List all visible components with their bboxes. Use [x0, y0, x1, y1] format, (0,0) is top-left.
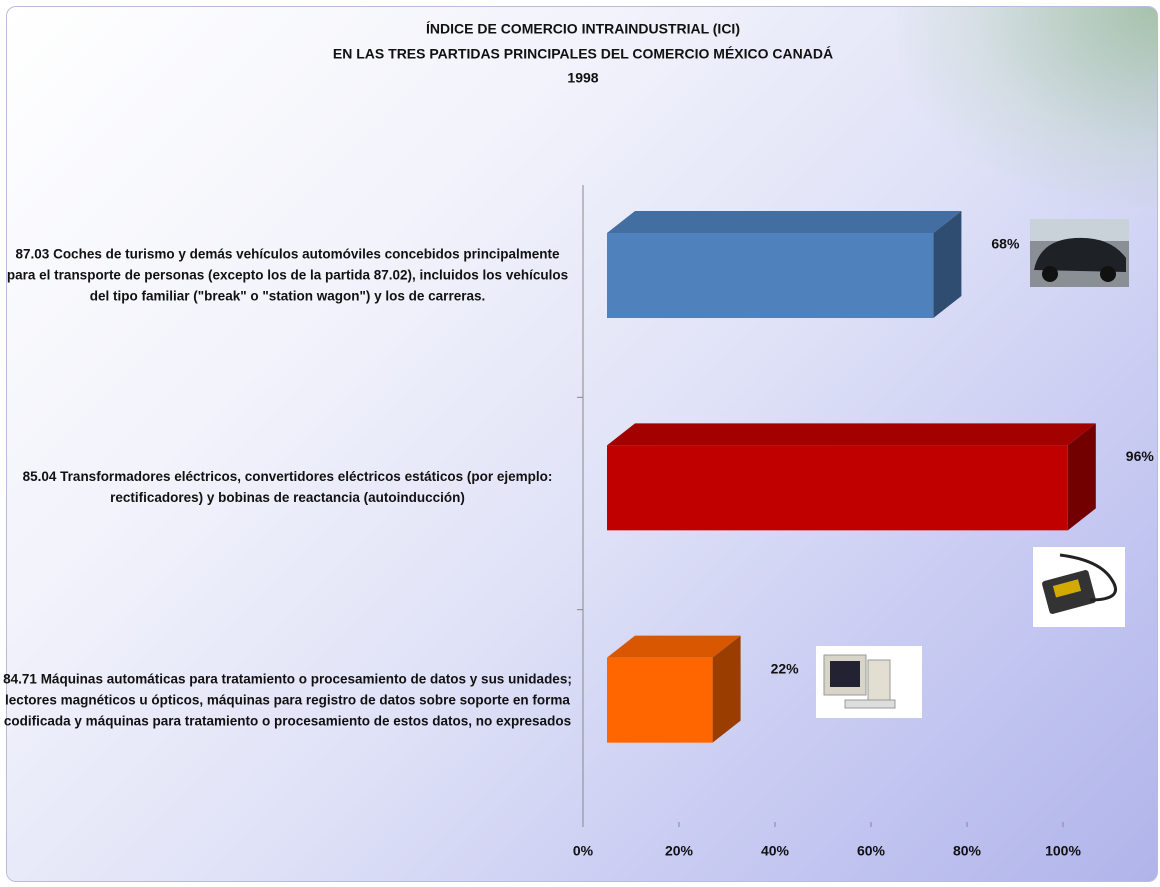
x-tick-label: 20% [665, 843, 694, 859]
bar [607, 445, 1068, 531]
bar-side [712, 635, 741, 743]
chart-title: EN LAS TRES PARTIDAS PRINCIPALES DEL COM… [333, 46, 833, 62]
transformer-image [1033, 547, 1125, 627]
bar-side [1067, 423, 1096, 531]
value-label: 68% [991, 236, 1020, 252]
car-image [1030, 219, 1129, 287]
x-tick-label: 60% [857, 843, 886, 859]
bar [607, 657, 713, 743]
computer-image [816, 646, 922, 718]
bar [607, 233, 934, 318]
category-label: 84.71 Máquinas automáticas para tratamie… [3, 671, 572, 729]
chart-title: ÍNDICE DE COMERCIO INTRAINDUSTRIAL (ICI) [426, 21, 740, 37]
category-label: 85.04 Transformadores eléctricos, conver… [22, 469, 553, 506]
value-label: 96% [1126, 448, 1155, 464]
x-tick-label: 0% [573, 843, 594, 859]
bar-side [933, 211, 962, 318]
x-tick-label: 100% [1045, 843, 1081, 859]
category-label: 87.03 Coches de turismo y demás vehículo… [6, 246, 569, 304]
x-tick-label: 80% [953, 843, 982, 859]
value-label: 22% [771, 660, 800, 676]
chart-title: 1998 [567, 70, 598, 86]
bar-top [607, 423, 1096, 446]
bar-top [607, 635, 741, 658]
bar-top [607, 211, 962, 233]
x-tick-label: 40% [761, 843, 790, 859]
